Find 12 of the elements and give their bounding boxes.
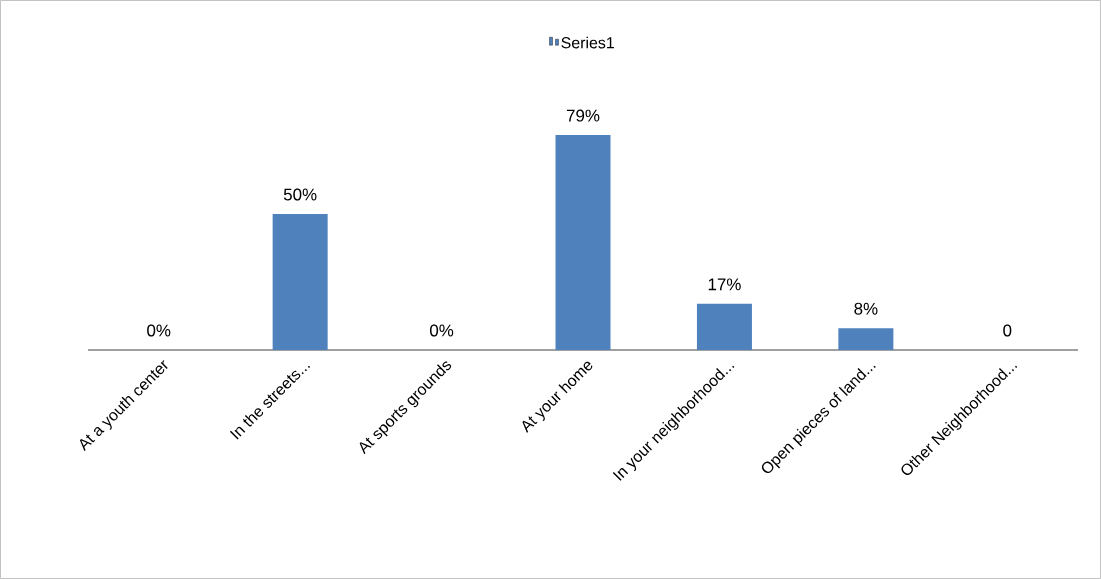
legend-label: Series1	[561, 36, 614, 49]
data-label: 8%	[854, 302, 878, 315]
bar	[696, 303, 752, 350]
data-label: 0%	[430, 324, 454, 337]
data-label: 17%	[708, 278, 741, 291]
bar	[555, 135, 611, 350]
data-label: 79%	[566, 109, 600, 122]
data-label: 0%	[147, 324, 171, 337]
bar	[838, 328, 894, 350]
data-label: 0	[1003, 324, 1012, 337]
data-label: 50%	[283, 188, 317, 201]
bar	[272, 213, 328, 350]
